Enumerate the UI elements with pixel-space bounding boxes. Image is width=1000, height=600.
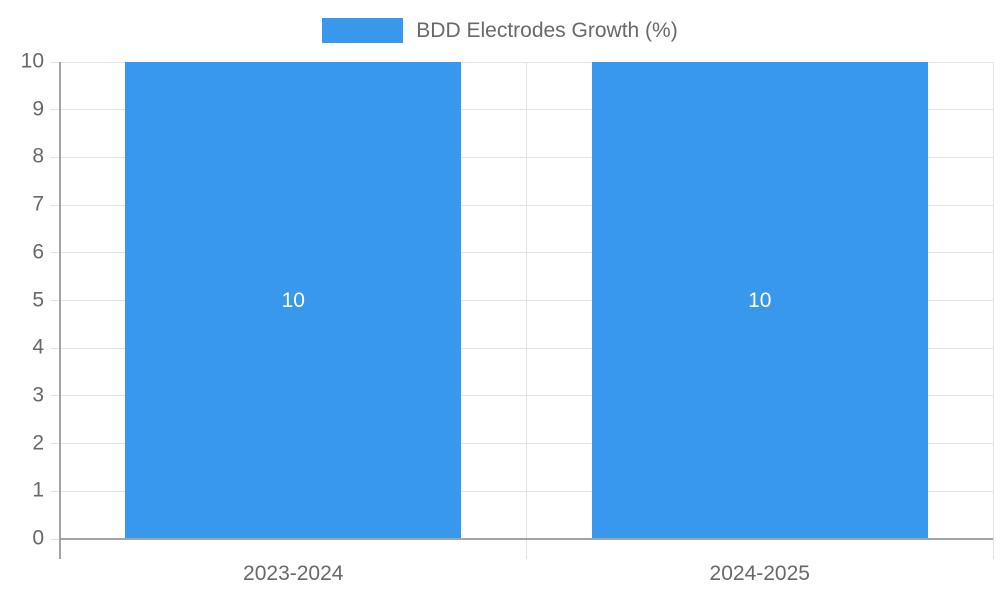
y-tick — [50, 443, 60, 445]
y-tick — [50, 347, 60, 349]
y-tick-label: 10 — [20, 49, 44, 73]
y-axis-line — [58, 62, 61, 559]
y-tick — [50, 538, 60, 540]
x-gridline — [992, 62, 994, 559]
y-tick — [50, 61, 60, 63]
y-tick-label: 1 — [32, 478, 44, 502]
x-axis-line — [60, 538, 993, 540]
legend-label: BDD Electrodes Growth (%) — [416, 19, 678, 42]
bar[interactable] — [591, 62, 928, 539]
y-tick-label: 9 — [32, 97, 44, 121]
x-gridline — [526, 62, 527, 559]
y-tick — [50, 204, 60, 206]
y-tick-label: 0 — [32, 526, 44, 550]
y-tick-label: 5 — [32, 288, 44, 312]
y-tick — [50, 490, 60, 492]
bar-value-label: 10 — [748, 288, 772, 312]
x-category-label: 2024-2025 — [709, 562, 810, 585]
y-tick-label: 2 — [32, 431, 44, 455]
y-tick-label: 4 — [32, 335, 44, 359]
y-tick — [50, 395, 60, 397]
y-tick — [50, 109, 60, 111]
y-tick-label: 6 — [32, 240, 44, 264]
bar[interactable] — [125, 62, 462, 539]
y-tick-label: 3 — [32, 383, 44, 407]
bar-value-label: 10 — [281, 288, 305, 312]
y-tick — [50, 300, 60, 301]
legend-swatch — [322, 18, 404, 43]
y-tick-label: 8 — [32, 144, 44, 168]
x-category-label: 2023-2024 — [243, 562, 344, 585]
chart-legend[interactable]: BDD Electrodes Growth (%) — [0, 18, 1000, 43]
y-tick — [50, 156, 60, 158]
y-tick — [50, 252, 60, 254]
y-tick-label: 7 — [32, 192, 44, 216]
